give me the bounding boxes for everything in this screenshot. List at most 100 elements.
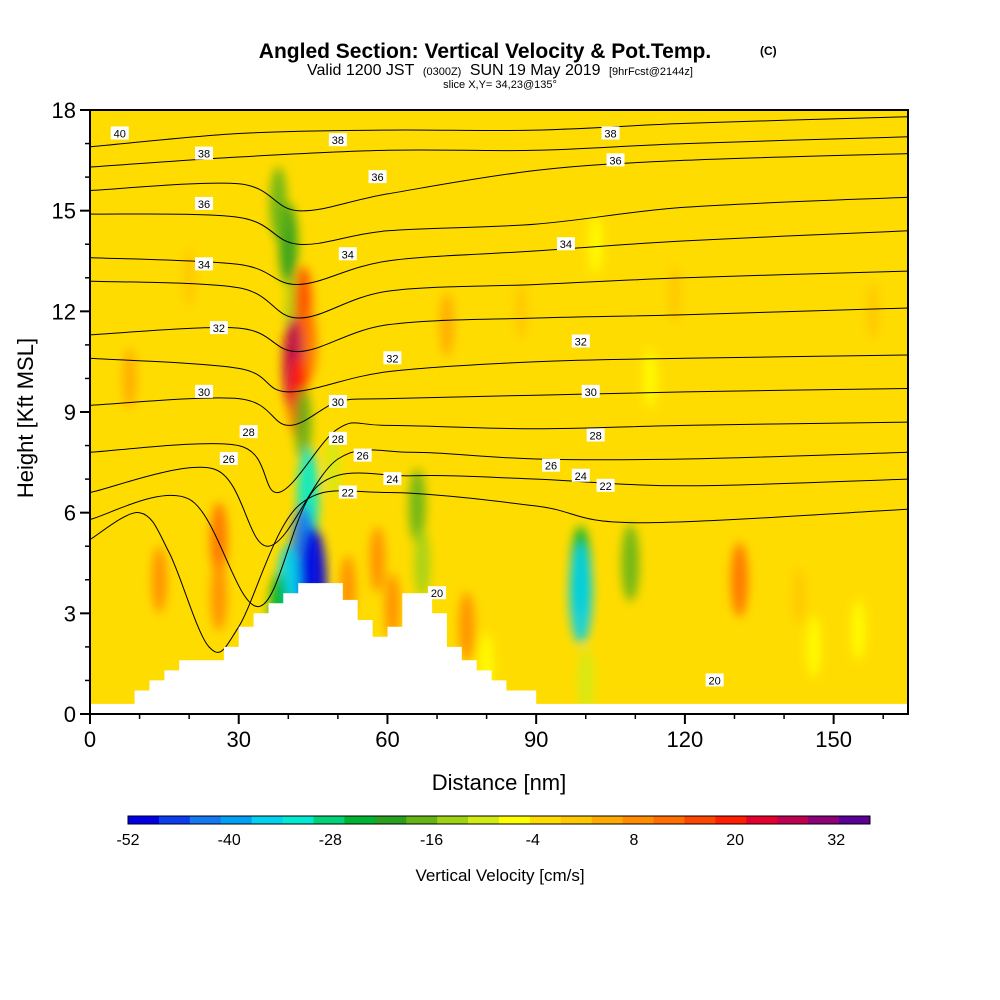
y-axis: 0 3 6 9 12 15 18 — [52, 98, 90, 727]
theta-label-box — [383, 472, 402, 486]
theta-label: 30 — [581, 384, 600, 399]
theta-label-box — [581, 384, 600, 398]
theta-label: 40 — [110, 126, 129, 140]
colorbar-swatch — [468, 816, 500, 824]
velocity-feature — [792, 567, 806, 626]
colorbar-tick-label: -16 — [420, 832, 443, 849]
colorbar-swatch — [560, 816, 593, 824]
velocity-feature — [384, 573, 401, 640]
theta-label: 28 — [239, 425, 258, 439]
colorbar-swatch — [251, 816, 284, 824]
theta-label: 30 — [328, 394, 347, 409]
x-axis: 0 30 60 90 120 150 — [84, 714, 884, 752]
theta-label-box — [195, 257, 214, 271]
theta-label-box — [110, 126, 129, 140]
colorbar-swatch — [653, 816, 685, 824]
theta-label-text: 32 — [575, 337, 587, 349]
theta-label-text: 28 — [243, 427, 255, 439]
field-background — [90, 110, 908, 714]
theta-label: 38 — [601, 126, 620, 140]
velocity-feature — [151, 546, 167, 613]
colorbar-swatch — [344, 816, 376, 824]
colorbar-tick-label: -40 — [218, 832, 241, 849]
colorbar-tick-label: -4 — [526, 832, 540, 849]
theta-label-text: 34 — [342, 249, 354, 261]
theta-label-box — [328, 133, 347, 147]
colorbar-swatch — [808, 816, 840, 824]
colorbar-tick-label: -52 — [116, 832, 139, 849]
velocity-feature — [414, 528, 431, 598]
theta-label-text: 36 — [609, 155, 621, 167]
theta-label: 32 — [383, 351, 402, 365]
y-axis-label: Height [Kft MSL] — [13, 338, 38, 498]
theta-label: 26 — [542, 458, 561, 473]
y-tick-label: 0 — [64, 702, 76, 727]
theta-label: 32 — [209, 321, 228, 335]
theta-contour-line — [90, 153, 908, 212]
theta-contours — [90, 116, 908, 653]
y-tick-label: 12 — [52, 299, 76, 324]
theta-contour-line — [90, 116, 908, 148]
velocity-feature — [643, 349, 657, 408]
theta-label-box — [571, 468, 590, 482]
theta-label: 28 — [586, 428, 605, 442]
colorbar-swatch — [406, 816, 438, 824]
theta-label-text: 38 — [198, 149, 210, 161]
y-tick-label: 9 — [64, 400, 76, 425]
velocity-feature — [269, 166, 287, 242]
theta-label-text: 24 — [386, 474, 398, 486]
theta-label-box — [383, 351, 402, 365]
velocity-feature — [514, 282, 528, 341]
colorbar-swatch — [282, 816, 314, 824]
velocity-feature — [210, 502, 228, 577]
velocity-field — [90, 110, 908, 714]
y-tick-label: 15 — [52, 199, 76, 224]
velocity-feature — [621, 524, 640, 602]
colorbar-swatch — [499, 816, 531, 824]
theta-label-box — [368, 170, 387, 184]
theta-label-box — [601, 126, 620, 140]
theta-label: 30 — [195, 384, 214, 399]
theta-label-text: 32 — [213, 323, 225, 335]
theta-label-text: 26 — [223, 454, 235, 466]
theta-label-box — [428, 586, 447, 600]
theta-label: 26 — [219, 451, 238, 466]
velocity-feature — [122, 348, 137, 409]
theta-label-box — [586, 428, 605, 442]
theta-label-box — [219, 451, 238, 465]
theta-label-text: 20 — [431, 588, 443, 600]
theta-label: 26 — [353, 448, 372, 463]
theta-label: 34 — [556, 237, 575, 251]
theta-label-text: 28 — [332, 434, 344, 446]
theta-contour-line — [90, 449, 908, 547]
colorbar-swatch — [375, 816, 407, 824]
terrain — [90, 583, 908, 714]
velocity-feature — [325, 433, 341, 498]
velocity-feature — [578, 647, 594, 714]
theta-label-text: 22 — [342, 488, 354, 500]
theta-label: 36 — [195, 196, 214, 211]
theta-contour-line — [90, 230, 908, 286]
velocity-feature — [182, 248, 196, 307]
chart-title-mark: (C) — [760, 44, 777, 58]
x-tick-label: 30 — [226, 727, 250, 752]
theta-label: 34 — [338, 247, 357, 261]
theta-label-text: 40 — [114, 128, 126, 140]
x-tick-label: 0 — [84, 727, 96, 752]
theta-label-text: 34 — [560, 239, 572, 251]
theta-contour-line — [90, 136, 908, 168]
theta-label: 38 — [328, 133, 347, 147]
theta-label-box — [353, 448, 372, 462]
theta-contour-line — [90, 421, 908, 494]
theta-contour-line — [90, 307, 908, 353]
x-tick-label: 120 — [667, 727, 704, 752]
x-tick-label: 90 — [524, 727, 548, 752]
colorbar-swatch — [591, 816, 624, 824]
theta-label: 22 — [596, 478, 615, 493]
theta-label-box — [571, 334, 590, 348]
subtitle-valid: Valid 1200 JST — [307, 62, 415, 79]
theta-label-box — [209, 321, 228, 335]
theta-contour-line — [90, 490, 908, 653]
velocity-feature — [851, 599, 866, 661]
velocity-feature — [439, 292, 455, 357]
